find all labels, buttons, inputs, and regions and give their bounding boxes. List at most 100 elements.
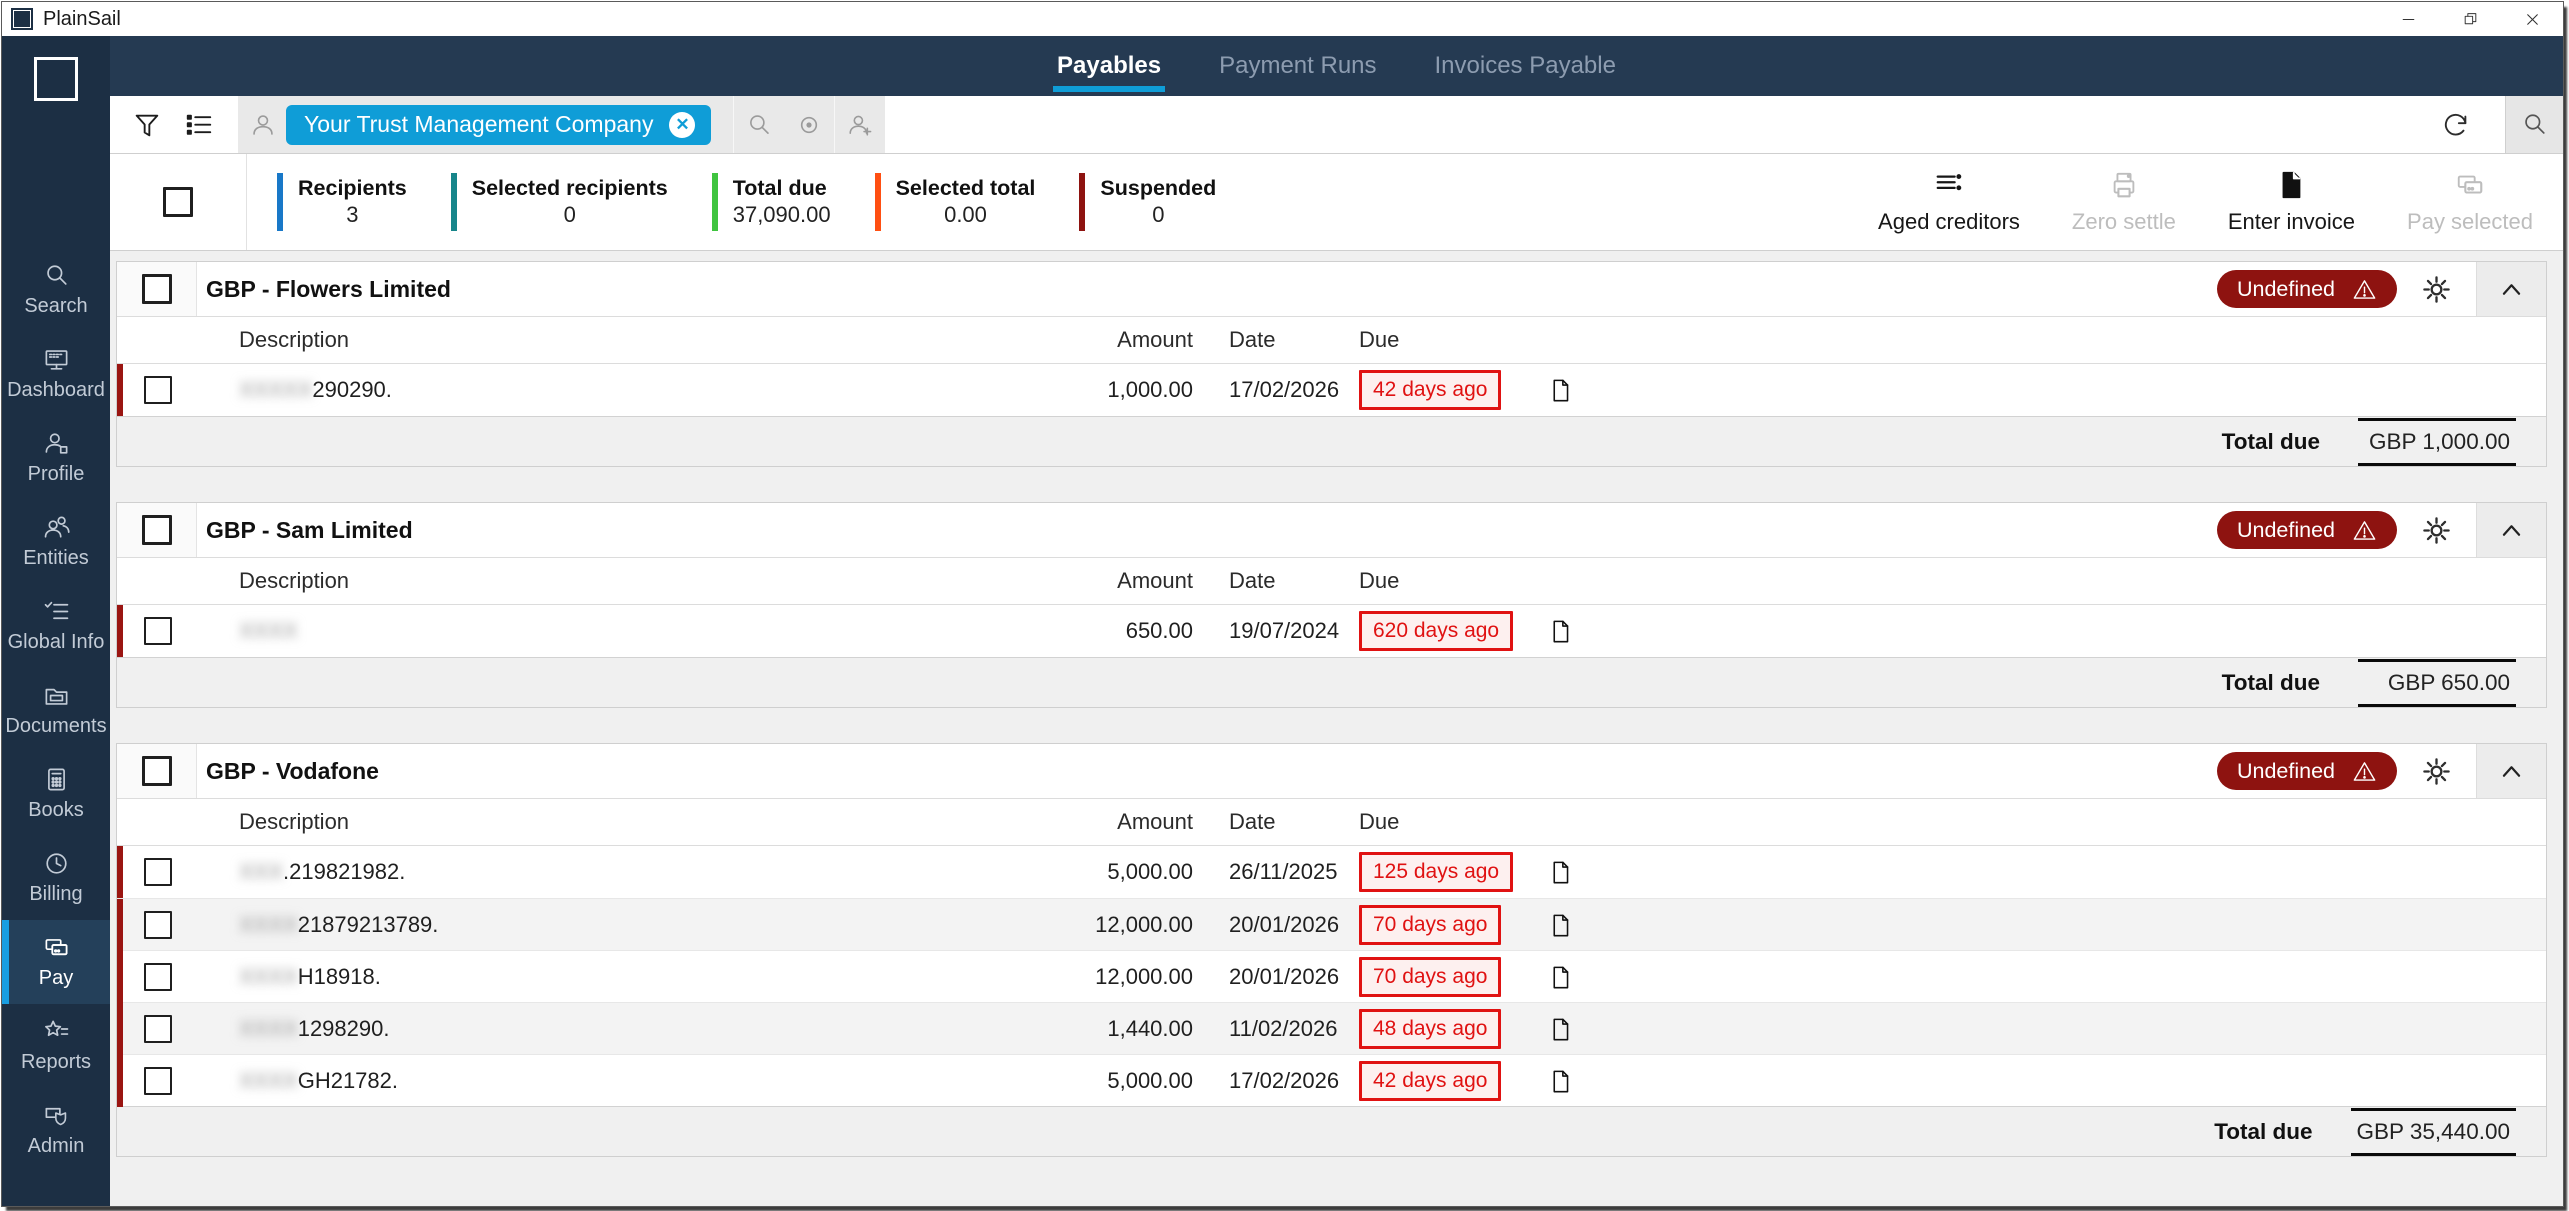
table-row: XXXX21879213789. 12,000.00 20/01/2026 70… [117,898,2546,951]
row-checkbox[interactable] [144,1015,172,1043]
reports-icon [43,1018,70,1045]
group-checkbox[interactable] [141,756,172,786]
warning-icon [2352,759,2377,784]
row-checkbox[interactable] [144,963,172,991]
tab-label: Invoices Payable [1434,52,1616,79]
window-controls [2377,2,2563,36]
table-row: XXXXX290290. 1,000.00 17/02/2026 42 days… [117,364,2546,416]
window-title: PlainSail [43,7,121,30]
stat-color-bar [874,173,881,231]
title-bar: PlainSail [2,2,2563,36]
column-date: Date [1229,568,1276,593]
gear-icon[interactable] [2421,274,2452,305]
group-checkbox[interactable] [141,274,172,304]
enter-invoice-button[interactable]: Enter invoice [2228,170,2355,235]
sidebar-item-search[interactable]: Search [2,248,110,332]
sidebar-item-admin[interactable]: Admin [2,1088,110,1172]
collapse-button[interactable] [2476,262,2546,316]
chevron-up-icon [2498,517,2525,544]
document-icon[interactable] [1548,616,1573,647]
overdue-accent-bar [117,951,123,1003]
total-due-value: GBP 35,440.00 [2350,1107,2516,1156]
sidebar-item-books[interactable]: Books [2,752,110,836]
row-description: XXXXX290290. [239,377,392,402]
sidebar-item-billing[interactable]: Billing [2,836,110,920]
table-row: XXX.219821982. 5,000.00 26/11/2025 125 d… [117,846,2546,898]
row-checkbox[interactable] [144,911,172,939]
profile-icon [43,430,70,457]
gear-icon[interactable] [2421,515,2452,546]
filter-icon[interactable] [132,110,162,140]
minimize-button[interactable] [2377,2,2439,36]
days-overdue-badge: 70 days ago [1359,905,1502,945]
select-all-checkbox[interactable] [163,187,193,217]
tab-payables[interactable]: Payables [1053,36,1166,96]
person-add-icon[interactable] [847,112,873,138]
sidebar-item-documents[interactable]: Documents [2,668,110,752]
stat-value: 0 [563,202,576,227]
restore-button[interactable] [2439,2,2501,36]
sidebar-item-pay[interactable]: Pay [2,920,110,1004]
column-date: Date [1229,327,1276,352]
app-logo-large[interactable] [34,57,78,101]
days-overdue-badge: 42 days ago [1359,370,1502,410]
row-amount: 1,000.00 [1107,377,1193,402]
row-description: XXXXGH21782. [239,1068,398,1093]
row-checkbox[interactable] [144,858,172,886]
global-search-button[interactable] [2505,96,2563,153]
column-description: Description [239,809,350,834]
sidebar-item-dashboard[interactable]: Dashboard [2,332,110,416]
tab-invoices-payable[interactable]: Invoices Payable [1435,36,1616,96]
search-icon[interactable] [746,112,772,138]
row-checkbox[interactable] [144,1067,172,1095]
document-icon[interactable] [1548,1066,1573,1097]
stat-total-due: Total due 37,090.00 [711,173,831,231]
collapse-button[interactable] [2476,744,2546,798]
sidebar-item-label: Search [24,295,88,317]
document-icon[interactable] [1548,1014,1573,1045]
group-checkbox[interactable] [141,515,172,545]
action-label: Enter invoice [2227,208,2356,234]
aged-creditors-button[interactable]: Aged creditors [1878,170,2020,235]
filter-chip[interactable]: Your Trust Management Company ✕ [286,104,712,145]
stat-label: Recipients [298,176,407,200]
row-checkbox[interactable] [144,376,172,404]
person-icon [250,112,276,138]
document-icon[interactable] [1548,910,1573,941]
document-icon[interactable] [1548,375,1573,406]
search-icon [2521,111,2548,138]
collapse-button[interactable] [2476,503,2546,557]
stat-recipients: Recipients 3 [277,173,407,231]
sidebar-item-label: Books [28,799,84,821]
days-overdue-badge: 70 days ago [1359,957,1502,997]
row-amount: 5,000.00 [1107,859,1193,884]
tab-label: Payment Runs [1219,52,1377,79]
sidebar-item-global-info[interactable]: Global Info [2,584,110,668]
stat-value: 37,090.00 [732,202,831,227]
row-amount: 5,000.00 [1107,1068,1193,1093]
document-icon[interactable] [1548,857,1573,888]
gear-icon[interactable] [2421,756,2452,787]
chip-clear-icon[interactable]: ✕ [669,111,696,138]
app-logo-icon [11,8,33,30]
sidebar-item-label: Billing [29,883,83,905]
target-icon[interactable] [796,112,822,138]
list-options-icon[interactable] [184,110,214,140]
row-amount: 12,000.00 [1095,912,1193,937]
sidebar-item-profile[interactable]: Profile [2,416,110,500]
row-checkbox[interactable] [144,617,172,645]
status-badge-label: Undefined [2236,517,2335,542]
stat-color-bar [1079,173,1086,231]
tab-payment-runs[interactable]: Payment Runs [1219,36,1376,96]
sidebar-item-reports[interactable]: Reports [2,1004,110,1088]
action-label: Zero settle [2071,208,2176,234]
days-overdue-badge: 42 days ago [1359,1061,1502,1101]
document-icon[interactable] [1548,962,1573,993]
column-date: Date [1229,809,1276,834]
stat-selected-recipients: Selected recipients 0 [450,173,668,231]
close-button[interactable] [2501,2,2563,36]
refresh-icon[interactable] [2441,110,2471,140]
sidebar-item-entities[interactable]: Entities [2,500,110,584]
column-description: Description [239,327,350,352]
payables-group-gbp-vodafone: GBP - Vodafone Undefined Description Amo… [116,743,2547,1157]
